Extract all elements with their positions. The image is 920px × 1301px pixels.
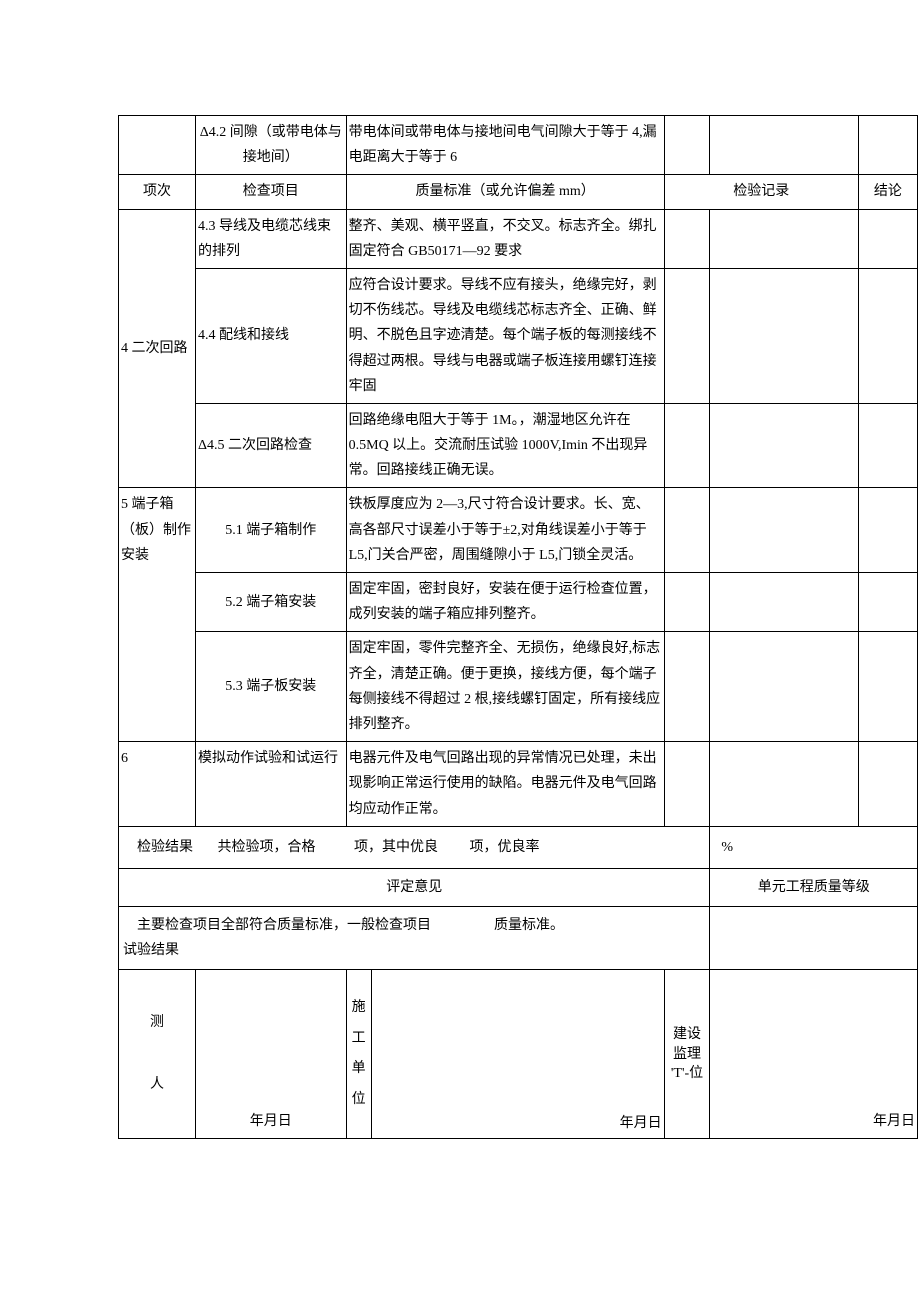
result-label: 检验结果 [137, 840, 193, 855]
table-row: 5.2 端子箱安装 固定牢固，密封良好，安装在便于运行检查位置，成列安装的端子箱… [119, 573, 918, 632]
rec-cell-a [664, 632, 710, 742]
result-text: 项，其中优良 [354, 840, 438, 855]
item-cell: Δ4.5 二次回路检查 [195, 403, 346, 488]
item-cell: Δ4.2 间隙（或带电体与接地间） [195, 116, 346, 175]
sig-tester-label: 测人 [150, 1008, 164, 1100]
seq-cell [119, 116, 196, 175]
sig-supervise-space: 年月日 [710, 970, 918, 1139]
rec-cell-a [664, 573, 710, 632]
opinion-row: 主要检查项目全部符合质量标准，一般检查项目 质量标准。 试验结果 [119, 907, 918, 970]
header-seq: 项次 [119, 175, 196, 209]
header-row: 项次 检查项目 质量标准（或允许偏差 mm） 检验记录 结论 [119, 175, 918, 209]
opinion-part2: 质量标准。 [494, 918, 564, 933]
table-row: 4 二次回路 4.3 导线及电缆芯线束的排列 整齐、美观、横平竖直，不交叉。标志… [119, 209, 918, 268]
rec-cell [710, 116, 858, 175]
item-cell: 5.1 端子箱制作 [195, 488, 346, 573]
table-row: Δ4.2 间隙（或带电体与接地间） 带电体间或带电体与接地间电气间隙大于等于 4… [119, 116, 918, 175]
inspection-table: Δ4.2 间隙（或带电体与接地间） 带电体间或带电体与接地间电气间隙大于等于 4… [118, 115, 918, 1139]
concl-cell [858, 573, 917, 632]
rec-cell [710, 573, 858, 632]
std-cell: 回路绝缘电阻大于等于 1M。，潮湿地区允许在 0.5MQ 以上。交流耐压试验 1… [346, 403, 664, 488]
seq-cell: 6 [119, 742, 196, 827]
rec-cell-a [664, 403, 710, 488]
table-row: 5 端子箱（板）制作安装 5.1 端子箱制作 铁板厚度应为 2—3,尺寸符合设计… [119, 488, 918, 573]
rec-cell-a [664, 116, 710, 175]
rec-cell-a [664, 742, 710, 827]
rec-cell [710, 742, 858, 827]
page-container: Δ4.2 间隙（或带电体与接地间） 带电体间或带电体与接地间电气间隙大于等于 4… [0, 0, 920, 1139]
seq-cell: 4 二次回路 [119, 209, 196, 488]
table-row: 6 模拟动作试验和试运行 电器元件及电气回路出现的异常情况已处理，未出现影响正常… [119, 742, 918, 827]
std-cell: 整齐、美观、横平竖直，不交叉。标志齐全。绑扎固定符合 GB50171—92 要求 [346, 209, 664, 268]
std-cell: 应符合设计要求。导线不应有接头，绝缘完好，剥切不伤线芯。导线及电缆线芯标志齐全、… [346, 268, 664, 403]
sig-supervise-label-cell: 建设监理'T'-位 [664, 970, 710, 1139]
opinion-part3: 试验结果 [123, 943, 179, 958]
concl-cell [858, 403, 917, 488]
rec-cell [710, 632, 858, 742]
opinion-text: 主要检查项目全部符合质量标准，一般检查项目 质量标准。 试验结果 [119, 907, 710, 970]
table-row: Δ4.5 二次回路检查 回路绝缘电阻大于等于 1M。，潮湿地区允许在 0.5MQ… [119, 403, 918, 488]
table-row: 4.4 配线和接线 应符合设计要求。导线不应有接头，绝缘完好，剥切不伤线芯。导线… [119, 268, 918, 403]
table-row: 5.3 端子板安装 固定牢固，零件完整齐全、无损伤，绝缘良好,标志齐全，清楚正确… [119, 632, 918, 742]
item-cell: 模拟动作试验和试运行 [195, 742, 346, 827]
opinion-label: 评定意见 [119, 868, 710, 906]
sig-construct-label: 施工单位 [352, 993, 366, 1116]
std-cell: 带电体间或带电体与接地间电气间隙大于等于 4,漏电距离大于等于 6 [346, 116, 664, 175]
opinion-part1: 主要检查项目全部符合质量标准，一般检查项目 [137, 918, 431, 933]
result-text: 共检验项，合格 [218, 840, 316, 855]
rec-cell-a [664, 209, 710, 268]
header-item: 检查项目 [195, 175, 346, 209]
rec-cell [710, 488, 858, 573]
header-std: 质量标准（或允许偏差 mm） [346, 175, 664, 209]
concl-cell [858, 488, 917, 573]
sig-supervise-label: 建设监理'T'-位 [671, 1027, 703, 1081]
sig-tester-space: 年月日 [195, 970, 346, 1139]
grade-label: 单元工程质量等级 [710, 868, 918, 906]
rec-cell-a [664, 488, 710, 573]
item-cell: 5.3 端子板安装 [195, 632, 346, 742]
header-concl: 结论 [858, 175, 917, 209]
std-cell: 固定牢固，零件完整齐全、无损伤，绝缘良好,标志齐全，清楚正确。便于更换，接线方便… [346, 632, 664, 742]
date-label: 年月日 [873, 1114, 915, 1129]
rec-cell [710, 268, 858, 403]
concl-cell [858, 742, 917, 827]
result-left: 检验结果 共检验项，合格 项，其中优良 项，优良率 [119, 826, 710, 868]
concl-cell [858, 632, 917, 742]
result-row: 检验结果 共检验项，合格 项，其中优良 项，优良率 % [119, 826, 918, 868]
date-label: 年月日 [250, 1114, 292, 1129]
header-rec: 检验记录 [664, 175, 858, 209]
item-cell: 4.4 配线和接线 [195, 268, 346, 403]
sig-construct: 施工单位 年月日 [346, 970, 664, 1139]
concl-cell [858, 209, 917, 268]
rec-cell [710, 209, 858, 268]
result-right: % [710, 826, 918, 868]
result-text: 项，优良率 [470, 840, 540, 855]
item-cell: 4.3 导线及电缆芯线束的排列 [195, 209, 346, 268]
grade-cell [710, 907, 918, 970]
std-cell: 铁板厚度应为 2—3,尺寸符合设计要求。长、宽、高各部尺寸误差小于等于±2,对角… [346, 488, 664, 573]
concl-cell [858, 268, 917, 403]
seq-cell: 5 端子箱（板）制作安装 [119, 488, 196, 742]
std-cell: 电器元件及电气回路出现的异常情况已处理，未出现影响正常运行使用的缺陷。电器元件及… [346, 742, 664, 827]
sig-tester: 测人 [119, 970, 196, 1139]
signature-row: 测人 年月日 施工单位 年月日 建设监理'T'-位 年月日 [119, 970, 918, 1139]
std-cell: 固定牢固，密封良好，安装在便于运行检查位置，成列安装的端子箱应排列整齐。 [346, 573, 664, 632]
concl-cell [858, 116, 917, 175]
item-cell: 5.2 端子箱安装 [195, 573, 346, 632]
result-pct: % [721, 840, 733, 855]
rec-cell [710, 403, 858, 488]
rec-cell-a [664, 268, 710, 403]
date-label: 年月日 [620, 1111, 662, 1136]
opinion-header-row: 评定意见 单元工程质量等级 [119, 868, 918, 906]
